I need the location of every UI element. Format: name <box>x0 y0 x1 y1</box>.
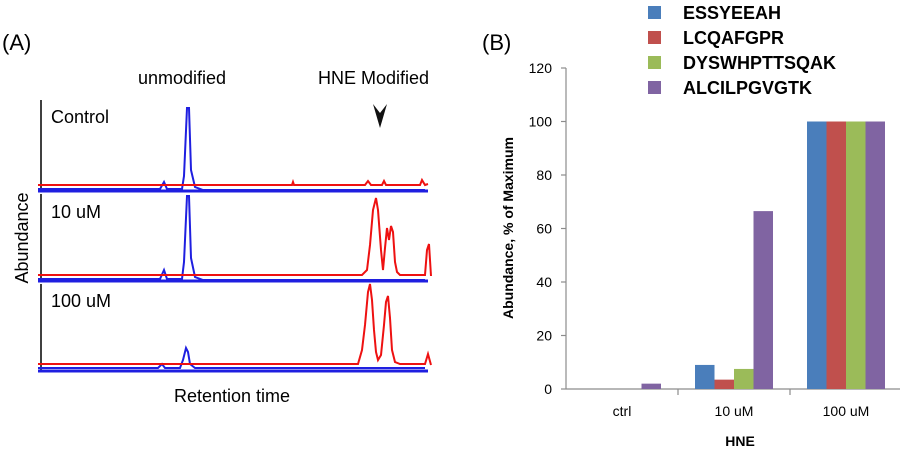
legend-label: DYSWHPTTSQAK <box>683 53 836 73</box>
x-axis-label-retention-time: Retention time <box>174 386 290 406</box>
y-axis-label: Abundance, % of Maximum <box>500 137 516 319</box>
bar-alcilpgvgtk-ctrl <box>641 383 661 389</box>
panel-a-label: (A) <box>2 30 31 55</box>
x-tick-label: ctrl <box>613 403 632 419</box>
unmodified-trace <box>38 345 425 369</box>
y-axis-label-abundance: Abundance <box>12 192 32 283</box>
y-tick-label: 0 <box>544 381 552 397</box>
x-tick-label: 10 uM <box>715 403 754 419</box>
bars <box>641 121 885 389</box>
y-ticks: 0 20 40 60 80 100 120 <box>529 60 566 397</box>
legend-swatch <box>648 81 661 94</box>
bar-lcqafgpr-100um <box>826 121 846 389</box>
legend-swatch <box>648 6 661 19</box>
legend-label: ESSYEEAH <box>683 3 781 23</box>
x-axis-label: HNE <box>725 433 755 449</box>
trace-label-control: Control <box>51 107 109 127</box>
modified-trace <box>38 177 429 187</box>
bar-alcilpgvgtk-100um <box>865 121 885 389</box>
y-tick-label: 20 <box>536 328 552 344</box>
legend-label: LCQAFGPR <box>683 28 784 48</box>
unmodified-peak-label: unmodified <box>138 68 226 88</box>
y-tick-label: 80 <box>536 167 552 183</box>
legend-swatch <box>648 31 661 44</box>
x-ticks: ctrl 10 uM 100 uM <box>613 389 870 419</box>
x-tick-label: 100 uM <box>823 403 870 419</box>
unmodified-trace <box>38 195 425 281</box>
y-tick-label: 120 <box>529 60 553 76</box>
trace-label-10um: 10 uM <box>51 202 101 222</box>
legend-swatch <box>648 56 661 69</box>
trace-100um: 100 uM <box>38 283 432 373</box>
panel-a: (A) unmodified HNE Modified Abundance Re… <box>2 30 432 406</box>
trace-control: Control <box>38 100 429 193</box>
panel-b: (B) ESSYEEAH LCQAFGPR DYSWHPTTSQAK ALCILPGV… <box>482 3 900 449</box>
trace-label-100um: 100 uM <box>51 291 111 311</box>
bar-dyswhpttsqak-100um <box>846 121 866 389</box>
bar-dyswhpttsqak-10um <box>734 368 754 389</box>
modified-trace <box>38 283 432 366</box>
bar-essyeeah-100um <box>807 121 827 389</box>
modified-arrowhead-icon <box>373 104 387 128</box>
bar-lcqafgpr-10um <box>714 379 734 389</box>
unmodified-trace <box>38 107 425 191</box>
legend: ESSYEEAH LCQAFGPR DYSWHPTTSQAK ALCILPGVGTK <box>648 3 836 98</box>
hne-modified-peak-label: HNE Modified <box>318 68 429 88</box>
trace-10um: 10 uM <box>38 194 432 283</box>
legend-label: ALCILPGVGTK <box>683 78 812 98</box>
y-tick-label: 40 <box>536 274 552 290</box>
y-tick-label: 60 <box>536 221 552 237</box>
bar-essyeeah-10um <box>695 364 715 389</box>
panel-b-label: (B) <box>482 30 511 55</box>
y-tick-label: 100 <box>529 114 553 130</box>
modified-trace <box>38 197 432 277</box>
bar-alcilpgvgtk-10um <box>753 211 773 389</box>
